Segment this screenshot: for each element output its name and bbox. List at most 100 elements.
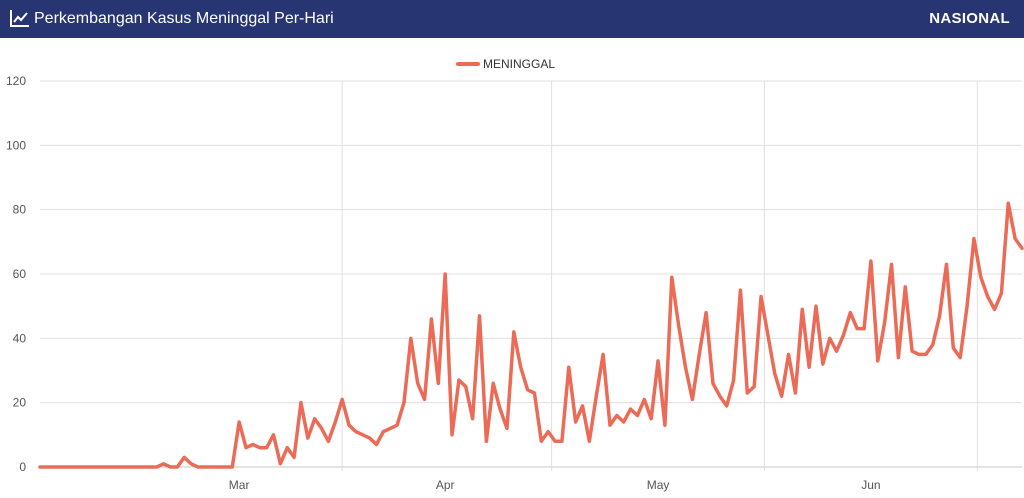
data-point[interactable] <box>59 465 63 469</box>
data-point[interactable] <box>539 439 543 443</box>
data-point[interactable] <box>732 378 736 382</box>
data-point[interactable] <box>821 362 825 366</box>
data-point[interactable] <box>505 426 509 430</box>
data-point[interactable] <box>340 397 344 401</box>
data-point[interactable] <box>587 439 591 443</box>
data-point[interactable] <box>1020 246 1024 250</box>
data-point[interactable] <box>855 327 859 331</box>
data-point[interactable] <box>608 423 612 427</box>
data-point[interactable] <box>423 397 427 401</box>
data-point[interactable] <box>828 336 832 340</box>
data-point[interactable] <box>532 391 536 395</box>
data-point[interactable] <box>306 436 310 440</box>
data-point[interactable] <box>65 465 69 469</box>
data-point[interactable] <box>326 439 330 443</box>
data-point[interactable] <box>100 465 104 469</box>
data-point[interactable] <box>217 465 221 469</box>
data-point[interactable] <box>594 394 598 398</box>
data-point[interactable] <box>814 304 818 308</box>
data-point[interactable] <box>155 465 159 469</box>
data-point[interactable] <box>162 462 166 466</box>
data-point[interactable] <box>519 365 523 369</box>
data-point[interactable] <box>251 442 255 446</box>
data-point[interactable] <box>993 307 997 311</box>
data-point[interactable] <box>271 433 275 437</box>
data-point[interactable] <box>670 275 674 279</box>
data-point[interactable] <box>752 385 756 389</box>
data-point[interactable] <box>134 465 138 469</box>
legend[interactable]: MENINGGAL <box>456 57 555 71</box>
data-point[interactable] <box>374 442 378 446</box>
data-point[interactable] <box>464 385 468 389</box>
data-point[interactable] <box>320 426 324 430</box>
data-point[interactable] <box>787 352 791 356</box>
data-point[interactable] <box>299 401 303 405</box>
data-point[interactable] <box>223 465 227 469</box>
data-point[interactable] <box>436 381 440 385</box>
data-point[interactable] <box>718 394 722 398</box>
data-point[interactable] <box>979 275 983 279</box>
data-point[interactable] <box>890 262 894 266</box>
data-point[interactable] <box>381 430 385 434</box>
data-point[interactable] <box>725 404 729 408</box>
data-point[interactable] <box>79 465 83 469</box>
data-point[interactable] <box>210 465 214 469</box>
series-line-meninggal[interactable] <box>38 201 1024 469</box>
data-point[interactable] <box>313 417 317 421</box>
data-point[interactable] <box>244 446 248 450</box>
data-point[interactable] <box>203 465 207 469</box>
data-point[interactable] <box>684 365 688 369</box>
data-point[interactable] <box>958 356 962 360</box>
data-point[interactable] <box>601 352 605 356</box>
data-point[interactable] <box>780 394 784 398</box>
data-point[interactable] <box>924 352 928 356</box>
data-point[interactable] <box>917 352 921 356</box>
data-point[interactable] <box>347 423 351 427</box>
data-point[interactable] <box>265 446 269 450</box>
data-point[interactable] <box>841 333 845 337</box>
data-point[interactable] <box>237 420 241 424</box>
data-point[interactable] <box>711 381 715 385</box>
data-point[interactable] <box>1013 237 1017 241</box>
data-point[interactable] <box>656 359 660 363</box>
data-point[interactable] <box>443 272 447 276</box>
data-point[interactable] <box>697 352 701 356</box>
data-point[interactable] <box>800 307 804 311</box>
data-point[interactable] <box>999 291 1003 295</box>
data-point[interactable] <box>773 372 777 376</box>
data-point[interactable] <box>114 465 118 469</box>
data-point[interactable] <box>333 420 337 424</box>
data-point[interactable] <box>560 439 564 443</box>
data-point[interactable] <box>38 465 42 469</box>
data-point[interactable] <box>622 420 626 424</box>
data-point[interactable] <box>677 323 681 327</box>
data-point[interactable] <box>690 397 694 401</box>
data-point[interactable] <box>965 304 969 308</box>
data-point[interactable] <box>869 259 873 263</box>
data-point[interactable] <box>395 423 399 427</box>
data-point[interactable] <box>972 237 976 241</box>
data-point[interactable] <box>1006 201 1010 205</box>
data-point[interactable] <box>478 314 482 318</box>
data-point[interactable] <box>471 417 475 421</box>
data-point[interactable] <box>553 439 557 443</box>
data-point[interactable] <box>148 465 152 469</box>
data-point[interactable] <box>931 343 935 347</box>
data-point[interactable] <box>986 295 990 299</box>
data-point[interactable] <box>498 407 502 411</box>
data-point[interactable] <box>526 388 530 392</box>
data-point[interactable] <box>388 426 392 430</box>
data-point[interactable] <box>491 381 495 385</box>
data-point[interactable] <box>182 455 186 459</box>
data-point[interactable] <box>258 446 262 450</box>
data-point[interactable] <box>745 391 749 395</box>
data-point[interactable] <box>354 430 358 434</box>
legend-label[interactable]: MENINGGAL <box>483 57 555 71</box>
data-point[interactable] <box>120 465 124 469</box>
data-point[interactable] <box>848 311 852 315</box>
data-point[interactable] <box>883 320 887 324</box>
data-point[interactable] <box>292 455 296 459</box>
data-point[interactable] <box>938 314 942 318</box>
data-point[interactable] <box>45 465 49 469</box>
data-point[interactable] <box>416 381 420 385</box>
